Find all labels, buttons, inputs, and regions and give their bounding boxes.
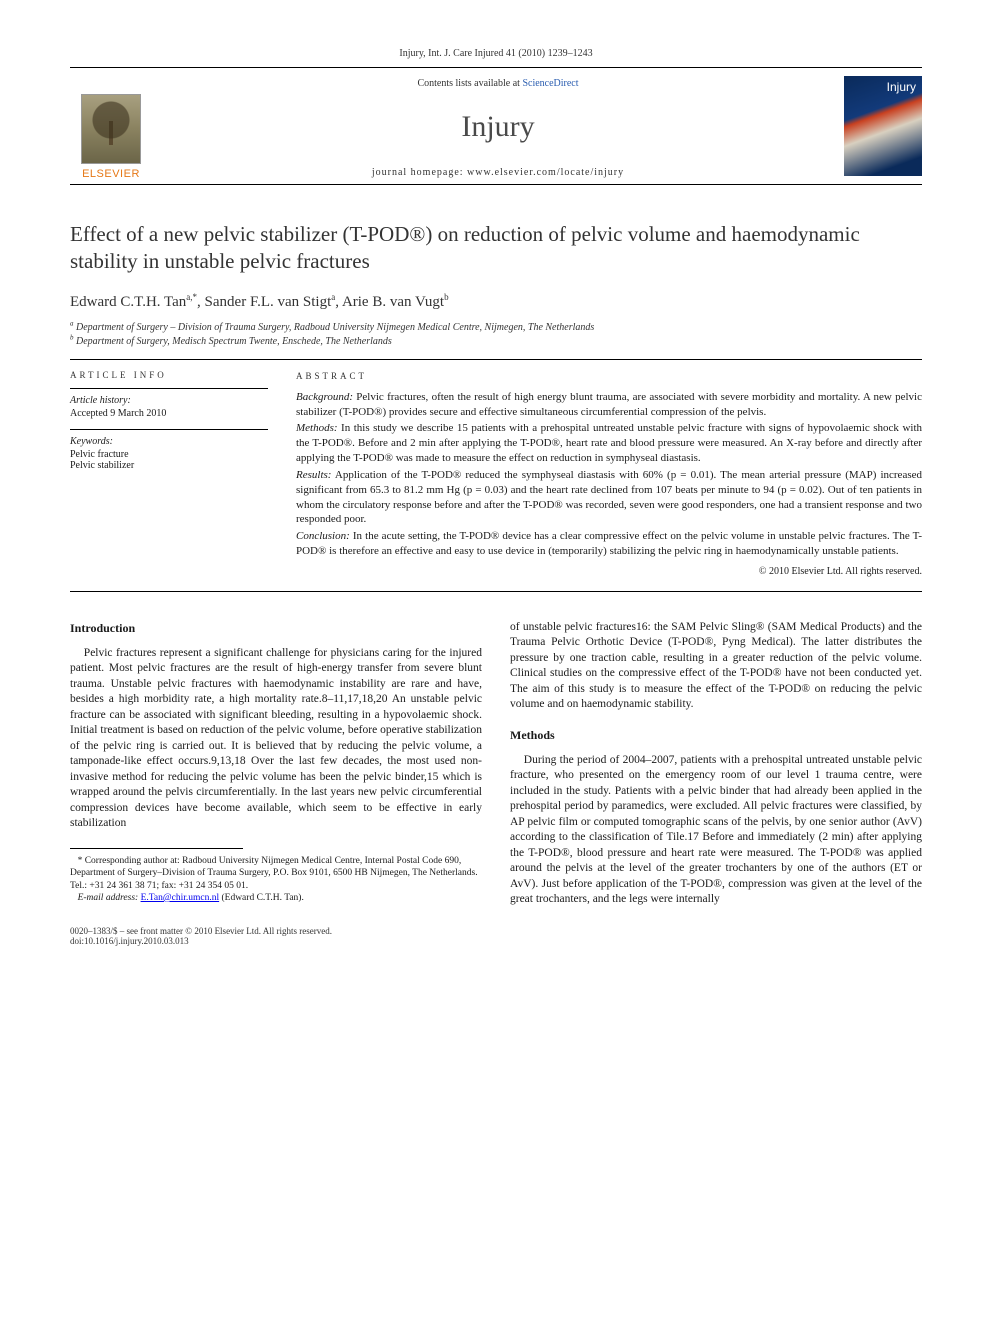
keyword-item: Pelvic stabilizer	[70, 460, 268, 471]
article-title: Effect of a new pelvic stabilizer (T-POD…	[70, 221, 922, 276]
cover-thumb-cell: Injury	[836, 68, 922, 184]
sciencedirect-link[interactable]: ScienceDirect	[522, 78, 578, 89]
abs-res-text: Application of the T-POD® reduced the sy…	[296, 469, 922, 526]
abs-meth-text: In this study we describe 15 patients wi…	[296, 422, 922, 464]
article-info-label: ARTICLE INFO	[70, 370, 268, 380]
journal-homepage-line: journal homepage: www.elsevier.com/locat…	[168, 167, 828, 178]
running-head: Injury, Int. J. Care Injured 41 (2010) 1…	[70, 48, 922, 59]
article-history-block: Article history: Accepted 9 March 2010	[70, 388, 268, 419]
email-label: E-mail address:	[78, 893, 139, 903]
corresponding-author-note: * Corresponding author at: Radboud Unive…	[70, 855, 482, 892]
cover-title: Injury	[887, 80, 916, 94]
abstract-results: Results: Application of the T-POD® reduc…	[296, 468, 922, 527]
contents-available-line: Contents lists available at ScienceDirec…	[168, 78, 828, 89]
left-column: Introduction Pelvic fractures represent …	[70, 620, 482, 908]
body-columns: Introduction Pelvic fractures represent …	[70, 620, 922, 908]
keyword-item: Pelvic fracture	[70, 449, 268, 460]
publisher-name: ELSEVIER	[82, 168, 140, 180]
affiliation-b-text: Department of Surgery, Medisch Spectrum …	[76, 336, 392, 347]
methods-paragraph: During the period of 2004–2007, patients…	[510, 753, 922, 908]
abs-bg-label: Background:	[296, 391, 353, 403]
journal-title: Injury	[168, 110, 828, 144]
abstract-label: ABSTRACT	[296, 370, 922, 382]
elsevier-tree-icon	[81, 94, 141, 164]
abs-conc-label: Conclusion:	[296, 530, 350, 542]
homepage-prefix: journal homepage:	[372, 167, 467, 178]
history-head: Article history:	[70, 395, 268, 406]
email-who: (Edward C.T.H. Tan).	[219, 893, 304, 903]
author-list: Edward C.T.H. Tana,*, Sander F.L. van St…	[70, 294, 922, 311]
issn-line: 0020–1383/$ – see front matter © 2010 El…	[70, 926, 922, 936]
journal-cover-thumb: Injury	[844, 76, 922, 176]
article-info-col: ARTICLE INFO Article history: Accepted 9…	[70, 370, 268, 579]
publisher-logo-cell: ELSEVIER	[70, 68, 160, 184]
footnote-rule	[70, 848, 243, 849]
email-note: E-mail address: E.Tan@chir.umcn.nl (Edwa…	[70, 892, 482, 904]
methods-heading: Methods	[510, 727, 922, 743]
abstract-background: Background: Pelvic fractures, often the …	[296, 390, 922, 420]
abstract-copyright: © 2010 Elsevier Ltd. All rights reserved…	[296, 565, 922, 579]
right-column: of unstable pelvic fractures16: the SAM …	[510, 620, 922, 908]
intro-paragraph: Pelvic fractures represent a significant…	[70, 646, 482, 832]
footnotes: * Corresponding author at: Radboud Unive…	[70, 855, 482, 904]
keywords-block: Keywords: Pelvic fracture Pelvic stabili…	[70, 429, 268, 471]
history-line: Accepted 9 March 2010	[70, 408, 268, 419]
doi-line: doi:10.1016/j.injury.2010.03.013	[70, 936, 922, 946]
abstract-conclusion: Conclusion: In the acute setting, the T-…	[296, 529, 922, 559]
affiliation-b: b Department of Surgery, Medisch Spectru…	[70, 335, 922, 349]
header-center: Contents lists available at ScienceDirec…	[160, 68, 836, 184]
keywords-head: Keywords:	[70, 436, 268, 447]
intro-continued: of unstable pelvic fractures16: the SAM …	[510, 620, 922, 713]
abs-res-label: Results:	[296, 469, 331, 481]
bottom-meta: 0020–1383/$ – see front matter © 2010 El…	[70, 926, 922, 946]
intro-heading: Introduction	[70, 620, 482, 636]
info-abstract-row: ARTICLE INFO Article history: Accepted 9…	[70, 360, 922, 592]
journal-header: ELSEVIER Contents lists available at Sci…	[70, 68, 922, 185]
abs-conc-text: In the acute setting, the T-POD® device …	[296, 530, 922, 557]
affiliation-a: a Department of Surgery – Division of Tr…	[70, 321, 922, 335]
abs-bg-text: Pelvic fractures, often the result of hi…	[296, 391, 922, 418]
affiliations: a Department of Surgery – Division of Tr…	[70, 321, 922, 349]
contents-prefix: Contents lists available at	[417, 78, 522, 89]
affiliation-a-text: Department of Surgery – Division of Trau…	[76, 322, 594, 333]
homepage-url: www.elsevier.com/locate/injury	[467, 167, 624, 178]
corresponding-email-link[interactable]: E.Tan@chir.umcn.nl	[141, 893, 220, 903]
abs-meth-label: Methods:	[296, 422, 338, 434]
abstract-col: ABSTRACT Background: Pelvic fractures, o…	[296, 370, 922, 579]
abstract-methods: Methods: In this study we describe 15 pa…	[296, 421, 922, 466]
